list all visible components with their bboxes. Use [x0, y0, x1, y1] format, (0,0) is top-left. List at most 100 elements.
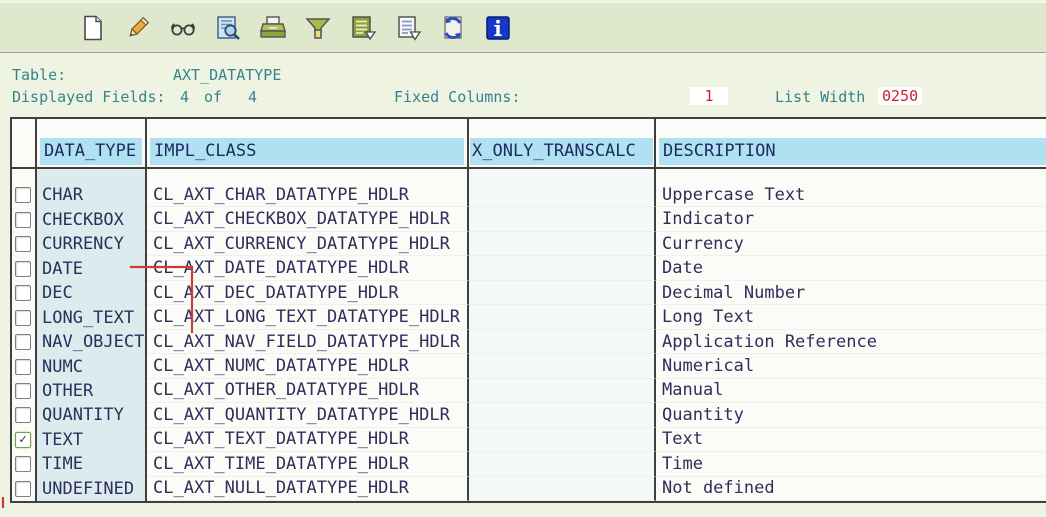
toolbar-icon-group [78, 13, 513, 43]
cell-impl-class[interactable]: CL_AXT_NAV_FIELD_DATATYPE_HDLR [147, 329, 469, 355]
new-document-icon[interactable] [78, 13, 108, 43]
table-row[interactable]: LONG_TEXT CL_AXT_LONG_TEXT_DATATYPE_HDLR… [12, 305, 1046, 330]
cell-description[interactable]: Text [656, 427, 1046, 453]
cell-description[interactable]: Uppercase Text [656, 183, 1046, 208]
table-row[interactable]: CHAR CL_AXT_CHAR_DATATYPE_HDLR Uppercase… [12, 183, 1046, 208]
print-icon[interactable] [258, 13, 288, 43]
cell-x-only-transcalc[interactable] [469, 329, 656, 355]
column-header-data-type[interactable]: DATA_TYPE [37, 119, 147, 167]
cell-impl-class[interactable]: CL_AXT_DATE_DATATYPE_HDLR [147, 256, 469, 281]
cell-description[interactable]: Application Reference [656, 329, 1046, 355]
cell-data-type[interactable]: TEXT [37, 427, 147, 453]
row-checkbox[interactable] [15, 309, 31, 326]
cell-data-type[interactable]: NAV_OBJECT [37, 329, 147, 355]
cell-description[interactable]: Currency [656, 231, 1046, 257]
cell-description[interactable]: Indicator [656, 207, 1046, 232]
cell-impl-class[interactable]: CL_AXT_CHECKBOX_DATATYPE_HDLR [147, 207, 469, 232]
refresh-icon[interactable] [438, 13, 468, 43]
sort-list-icon[interactable] [348, 13, 378, 43]
info-icon[interactable] [483, 13, 513, 43]
table-row[interactable]: UNDEFINED CL_AXT_NULL_DATATYPE_HDLR Not … [12, 476, 1046, 502]
cell-data-type[interactable]: NUMC [37, 354, 147, 379]
cell-x-only-transcalc[interactable] [469, 256, 656, 281]
filter-icon[interactable] [303, 13, 333, 43]
cell-impl-class[interactable]: CL_AXT_TIME_DATATYPE_HDLR [147, 452, 469, 477]
column-header-impl-class[interactable]: IMPL_CLASS [147, 119, 469, 167]
table-row[interactable]: DATE CL_AXT_DATE_DATATYPE_HDLR Date [12, 256, 1046, 281]
cell-x-only-transcalc[interactable] [469, 231, 656, 257]
cell-x-only-transcalc[interactable] [469, 403, 656, 428]
row-checkbox[interactable] [15, 334, 31, 351]
display-glasses-icon[interactable] [168, 13, 198, 43]
row-checkbox[interactable] [15, 358, 31, 375]
displayed-fields-total: 4 [248, 88, 258, 106]
cell-impl-class[interactable]: CL_AXT_NULL_DATATYPE_HDLR [147, 476, 469, 502]
list-width-value[interactable]: 0250 [878, 87, 923, 105]
cell-data-type[interactable]: DATE [37, 256, 147, 281]
table-row[interactable]: NAV_OBJECT CL_AXT_NAV_FIELD_DATATYPE_HDL… [12, 329, 1046, 355]
cell-x-only-transcalc[interactable] [469, 183, 656, 208]
cell-x-only-transcalc[interactable] [469, 378, 656, 404]
row-checkbox[interactable] [15, 285, 31, 302]
cell-impl-class[interactable]: CL_AXT_CHAR_DATATYPE_HDLR [147, 183, 469, 208]
edit-pencil-icon[interactable] [123, 13, 153, 43]
row-checkbox[interactable] [15, 260, 31, 277]
cell-description[interactable]: Decimal Number [656, 280, 1046, 306]
row-checkbox[interactable] [15, 407, 31, 424]
cell-data-type[interactable]: OTHER [37, 378, 147, 404]
cell-data-type[interactable]: QUANTITY [37, 403, 147, 428]
cell-impl-class[interactable]: CL_AXT_QUANTITY_DATATYPE_HDLR [147, 403, 469, 428]
search-document-icon[interactable] [213, 13, 243, 43]
cell-x-only-transcalc[interactable] [469, 452, 656, 477]
cell-data-type[interactable]: TIME [37, 452, 147, 477]
row-checkbox[interactable] [15, 480, 31, 497]
cell-x-only-transcalc[interactable] [469, 280, 656, 306]
row-select-cell [12, 476, 37, 502]
cell-description[interactable]: Not defined [656, 476, 1046, 502]
cell-impl-class[interactable]: CL_AXT_NUMC_DATATYPE_HDLR [147, 354, 469, 379]
column-header-x-only-transcalc[interactable]: X_ONLY_TRANSCALC [469, 119, 656, 167]
row-checkbox[interactable] [15, 236, 31, 253]
table-row[interactable]: OTHER CL_AXT_OTHER_DATATYPE_HDLR Manual [12, 378, 1046, 404]
cell-description[interactable]: Numerical [656, 354, 1046, 379]
cell-description[interactable]: Time [656, 452, 1046, 477]
table-row[interactable]: CHECKBOX CL_AXT_CHECKBOX_DATATYPE_HDLR I… [12, 207, 1046, 232]
table-row[interactable]: NUMC CL_AXT_NUMC_DATATYPE_HDLR Numerical [12, 354, 1046, 379]
cell-data-type[interactable]: CHAR [37, 183, 147, 208]
cell-x-only-transcalc[interactable] [469, 476, 656, 502]
cell-x-only-transcalc[interactable] [469, 305, 656, 330]
table-body-top-gap [12, 169, 1046, 183]
cell-impl-class[interactable]: CL_AXT_DEC_DATATYPE_HDLR [147, 280, 469, 306]
table-row[interactable]: TEXT CL_AXT_TEXT_DATATYPE_HDLR Text [12, 427, 1046, 453]
cell-description[interactable]: Quantity [656, 403, 1046, 428]
cell-description[interactable]: Manual [656, 378, 1046, 404]
row-checkbox[interactable] [15, 187, 31, 204]
cell-impl-class[interactable]: CL_AXT_CURRENCY_DATATYPE_HDLR [147, 231, 469, 257]
column-header-description[interactable]: DESCRIPTION [656, 119, 1046, 167]
row-checkbox[interactable] [15, 382, 31, 399]
cell-description[interactable]: Date [656, 256, 1046, 281]
cell-data-type[interactable]: DEC [37, 280, 147, 306]
row-checkbox[interactable] [15, 456, 31, 473]
cell-description[interactable]: Long Text [656, 305, 1046, 330]
row-checkbox[interactable] [15, 431, 31, 448]
copy-list-icon[interactable] [393, 13, 423, 43]
table-row[interactable]: QUANTITY CL_AXT_QUANTITY_DATATYPE_HDLR Q… [12, 403, 1046, 428]
cell-data-type[interactable]: CURRENCY [37, 231, 147, 257]
cell-data-type[interactable]: CHECKBOX [37, 207, 147, 232]
cell-data-type[interactable]: LONG_TEXT [37, 305, 147, 330]
row-checkbox[interactable] [15, 211, 31, 228]
cell-data-type[interactable]: UNDEFINED [37, 476, 147, 502]
table-header-row: DATA_TYPE IMPL_CLASS X_ONLY_TRANSCALC DE… [12, 119, 1046, 169]
cell-impl-class[interactable]: CL_AXT_TEXT_DATATYPE_HDLR [147, 427, 469, 453]
cell-x-only-transcalc[interactable] [469, 354, 656, 379]
fixed-columns-value[interactable]: 1 [690, 87, 728, 105]
cell-x-only-transcalc[interactable] [469, 207, 656, 232]
table-row[interactable]: CURRENCY CL_AXT_CURRENCY_DATATYPE_HDLR C… [12, 231, 1046, 257]
cell-impl-class[interactable]: CL_AXT_LONG_TEXT_DATATYPE_HDLR [147, 305, 469, 330]
cell-x-only-transcalc[interactable] [469, 427, 656, 453]
table-row[interactable]: TIME CL_AXT_TIME_DATATYPE_HDLR Time [12, 452, 1046, 477]
cell-impl-class[interactable]: CL_AXT_OTHER_DATATYPE_HDLR [147, 378, 469, 404]
application-toolbar [0, 2, 1046, 53]
table-row[interactable]: DEC CL_AXT_DEC_DATATYPE_HDLR Decimal Num… [12, 280, 1046, 306]
